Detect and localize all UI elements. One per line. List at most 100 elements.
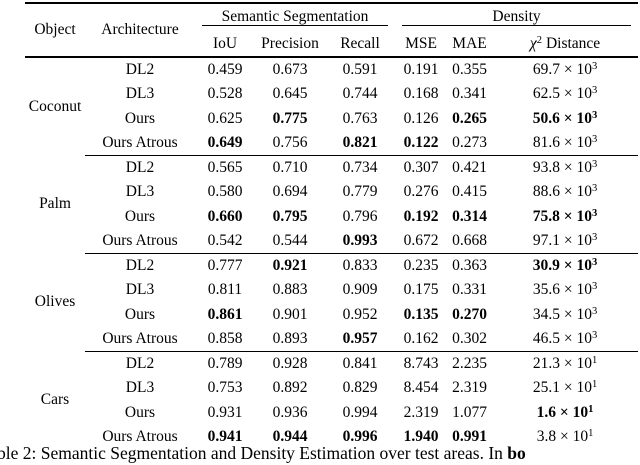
value-cell: 2.319: [447, 376, 492, 401]
value-cell: 0.192: [395, 204, 447, 229]
value-text: 0.779: [342, 183, 378, 200]
value-exponent: 1: [588, 428, 594, 440]
architecture-label: DL3: [125, 379, 155, 396]
value-cell: 0.355: [447, 57, 492, 82]
value-text: 0.756: [272, 133, 308, 151]
value-cell: 2.319: [395, 400, 447, 425]
value-text: 88.6 × 10: [532, 183, 592, 200]
value-cell: 0.996: [325, 425, 395, 450]
value-cell: 0.734: [325, 155, 395, 180]
value-text: 0.314: [452, 207, 487, 225]
value-text: 3.8 × 10: [536, 428, 589, 445]
value-text: 0.921: [272, 256, 308, 274]
value-text: 0.789: [207, 354, 243, 372]
value-text: 0.861: [207, 305, 243, 323]
table-row: Palm DL2 0.565 0.710 0.734 0.307 0.421 93.8 × 1…: [25, 155, 638, 211]
value-cell: 0.795: [255, 204, 325, 229]
architecture-label: Ours: [124, 305, 156, 323]
value-cell: 97.1 × 103: [492, 228, 639, 254]
value-cell: 0.307: [395, 155, 447, 180]
value-cell: 0.544: [255, 228, 325, 254]
value-cell: 0.779: [325, 180, 395, 205]
table-row: Olives DL2 0.777 0.921 0.833 0.235 0.363 30.9 ×…: [25, 253, 638, 309]
value-text: 0.276: [403, 183, 439, 200]
value-text: 0.993: [342, 231, 378, 249]
value-cell: 8.454: [395, 376, 447, 401]
value-cell: 0.931: [195, 400, 255, 425]
architecture-label: Ours Atrous: [85, 228, 195, 254]
table-row: DL3 0.811 0.883 0.909 0.175 0.331 35.6 × 103: [25, 278, 638, 303]
value-cell: 0.135: [395, 302, 447, 327]
value-cell: 0.415: [447, 180, 492, 205]
value-cell: 0.952: [325, 302, 395, 327]
value-text: 8.454: [403, 379, 439, 396]
value-text: 0.936: [272, 403, 308, 421]
architecture-label: Ours Atrous: [85, 326, 195, 352]
table-row: Ours Atrous 0.858 0.893 0.957 0.162 0.302 46.5…: [25, 326, 639, 352]
value-cell: 0.744: [325, 82, 395, 107]
value-text: 2.319: [452, 379, 487, 396]
value-text: 0.126: [403, 109, 439, 127]
value-text: 0.883: [272, 281, 308, 298]
value-text: 0.941: [207, 428, 243, 445]
value-cell: 0.936: [255, 400, 325, 425]
chi-exponent: 2: [536, 35, 542, 47]
value-text: 0.565: [207, 158, 243, 176]
value-cell: 0.565: [195, 155, 255, 180]
value-text: 0.991: [452, 428, 487, 445]
value-cell: 0.591: [325, 57, 395, 82]
value-cell: 0.459: [195, 57, 255, 82]
value-cell: 0.957: [325, 326, 396, 352]
table-row: Ours Atrous 0.649 0.756 0.821 0.122 0.273 81.6…: [25, 130, 639, 156]
value-cell: 0.672: [395, 228, 448, 254]
value-text: 0.459: [207, 61, 243, 78]
value-cell: 21.3 × 101: [492, 351, 638, 376]
value-text: 46.5 × 10: [532, 329, 592, 347]
architecture-label: DL2: [125, 158, 155, 176]
table-row: Cars DL2 0.789 0.928 0.841 8.743 2.235 21.3 × 1…: [25, 351, 638, 407]
table-header: Object Architecture Semantic Segmentatio…: [25, 3, 639, 58]
value-text: 0.660: [207, 207, 243, 225]
table-body: Coconut DL2 0.459 0.673 0.591 0.191 0.355 69.7 …: [25, 57, 639, 450]
value-cell: 0.235: [395, 253, 447, 278]
value-text: 0.673: [272, 61, 308, 78]
value-text: 0.841: [342, 354, 378, 372]
value-cell: 0.673: [255, 57, 325, 82]
value-cell: 0.302: [447, 326, 493, 352]
value-text: 0.811: [207, 281, 243, 298]
table-row: Ours Atrous 0.941 0.944 0.996 1.940 0.991 3.8 …: [25, 425, 638, 450]
value-text: 0.931: [207, 403, 243, 421]
table-row: Ours Atrous 0.542 0.544 0.993 0.672 0.668 97.1…: [25, 228, 639, 254]
value-cell: 0.645: [255, 82, 325, 107]
value-text: 30.9 × 10: [532, 256, 592, 274]
chi-symbol: χ: [529, 34, 537, 52]
table-caption: ble 2: Semantic Segmentation and Density…: [0, 443, 526, 465]
header-row-groups: Object Architecture Semantic Segmentatio…: [25, 3, 638, 58]
value-text: 2.235: [452, 354, 487, 372]
value-exponent: 1: [591, 355, 598, 367]
value-text: 0.363: [452, 256, 487, 274]
caption-bold-fragment: bo: [507, 443, 526, 463]
object-label: Coconut: [28, 97, 82, 115]
col-header-iou: IoU: [195, 31, 255, 58]
value-text: 0.355: [452, 61, 487, 78]
value-cell: 0.331: [447, 278, 492, 303]
value-cell: 0.191: [395, 57, 447, 82]
value-cell: 0.775: [255, 106, 325, 131]
value-text: 0.821: [342, 133, 378, 151]
value-text: 0.744: [342, 85, 378, 102]
object-label: Olives: [34, 293, 76, 311]
value-cell: 0.649: [195, 130, 255, 156]
object-label: Cars: [40, 391, 70, 409]
value-cell: 0.668: [447, 228, 493, 254]
value-cell: 0.753: [195, 376, 255, 401]
value-cell: 0.276: [395, 180, 447, 205]
col-header-chi-distance: χ2 Distance: [492, 31, 639, 58]
value-text: 0.307: [403, 158, 439, 176]
value-text: 2.319: [403, 403, 439, 421]
value-exponent: 3: [591, 85, 598, 97]
architecture-label: Ours Atrous: [85, 130, 195, 156]
col-header-mse: MSE: [395, 31, 448, 58]
value-text: 0.331: [452, 281, 487, 298]
value-cell: 0.273: [447, 130, 493, 156]
